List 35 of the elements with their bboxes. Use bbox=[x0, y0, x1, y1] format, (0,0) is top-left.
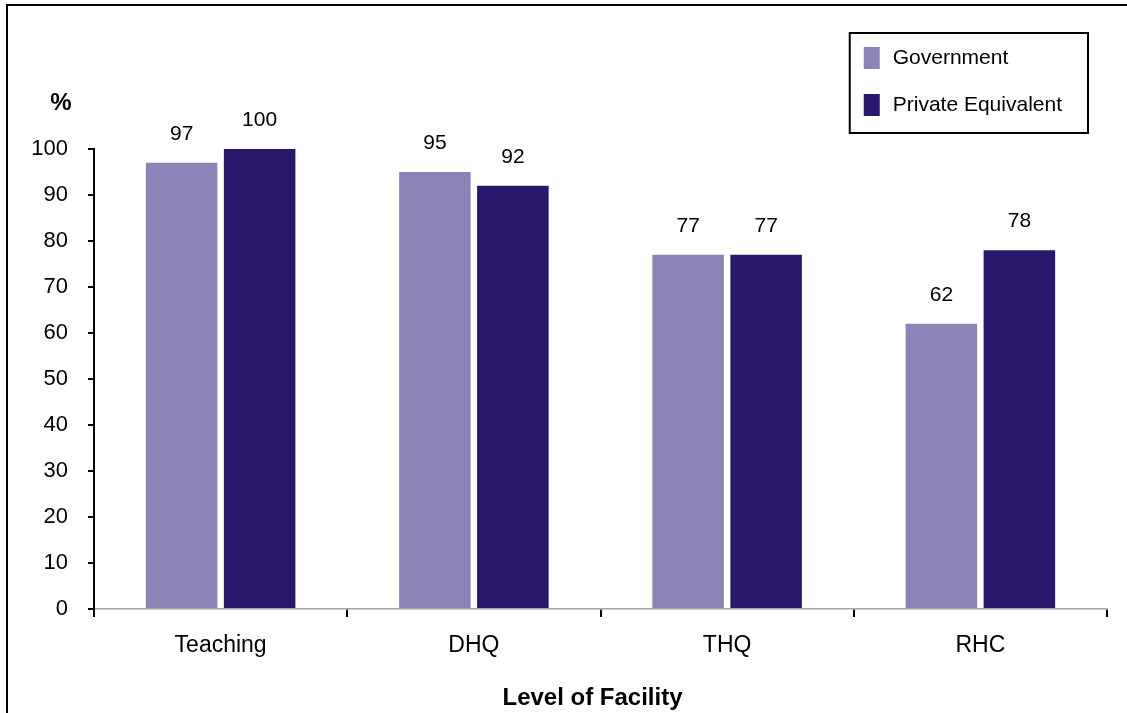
x-tick-label: DHQ bbox=[448, 631, 500, 658]
y-tick-label: 90 bbox=[43, 181, 68, 207]
y-tick-label: 20 bbox=[43, 503, 68, 529]
y-tick-label: 60 bbox=[43, 319, 68, 345]
data-label: 62 bbox=[929, 281, 954, 305]
bar bbox=[399, 172, 471, 608]
bar bbox=[730, 254, 802, 608]
y-tick-label: 30 bbox=[43, 457, 68, 483]
data-label: 77 bbox=[676, 212, 700, 236]
y-tick-label: 10 bbox=[43, 549, 68, 575]
y-tick-label: 50 bbox=[43, 365, 68, 391]
bar bbox=[145, 162, 218, 608]
y-axis-title: % bbox=[50, 88, 72, 115]
y-tick-label: 80 bbox=[43, 227, 68, 253]
data-label: 78 bbox=[1007, 208, 1032, 232]
y-tick-label: 0 bbox=[55, 595, 68, 621]
y-tick-label: 40 bbox=[43, 411, 68, 437]
bar bbox=[477, 185, 549, 608]
x-axis-title: Level of Facility bbox=[502, 683, 684, 710]
legend-label: Private Equivalent bbox=[892, 91, 1063, 115]
data-label: 100 bbox=[242, 107, 278, 130]
bar bbox=[983, 250, 1056, 608]
data-label: 92 bbox=[501, 143, 525, 167]
y-tick-label: 70 bbox=[43, 273, 68, 299]
data-label: 97 bbox=[169, 120, 194, 144]
bar bbox=[905, 323, 978, 608]
x-tick-label: RHC bbox=[955, 631, 1006, 658]
y-tick-label: 100 bbox=[31, 135, 68, 161]
x-tick-label: THQ bbox=[702, 631, 752, 658]
x-tick-label: Teaching bbox=[174, 631, 267, 658]
bar bbox=[223, 149, 296, 608]
legend-label: Government bbox=[892, 44, 1009, 68]
bar bbox=[652, 254, 724, 608]
data-label: 77 bbox=[754, 212, 778, 236]
data-label: 95 bbox=[423, 130, 447, 153]
